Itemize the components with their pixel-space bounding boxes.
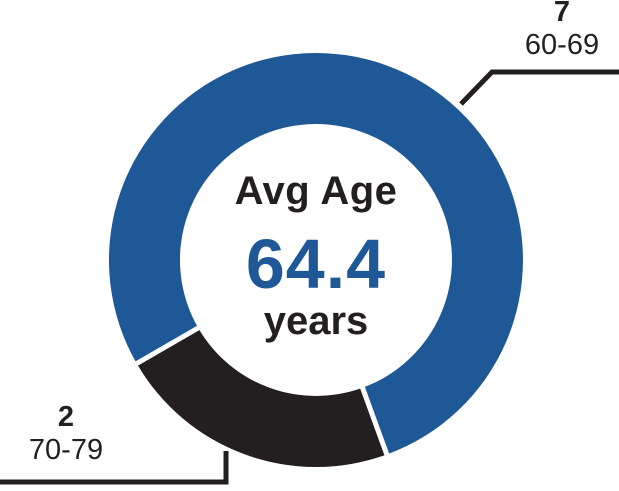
leader-line-60-69	[459, 69, 619, 106]
segment-range-70-79: 70-79	[28, 434, 104, 466]
leader-line-70-79	[0, 451, 229, 485]
segment-gap-line	[357, 379, 390, 458]
avg-age-label: Avg Age	[234, 169, 398, 213]
avg-age-unit: years	[263, 299, 369, 343]
donut-segment-60-69	[108, 52, 523, 455]
segment-count-60-69: 7	[553, 0, 571, 28]
segment-range-60-69: 60-69	[524, 29, 600, 61]
callout-70-79: 2 70-79	[29, 401, 103, 467]
donut-segment-70-79	[136, 328, 387, 467]
segment-gap-line	[133, 321, 207, 367]
segment-count-70-79: 2	[57, 401, 75, 433]
donut-center-text: Avg Age 64.4 years	[235, 171, 398, 341]
callout-60-69: 7 60-69	[525, 0, 599, 62]
avg-age-value: 64.4	[245, 225, 387, 303]
